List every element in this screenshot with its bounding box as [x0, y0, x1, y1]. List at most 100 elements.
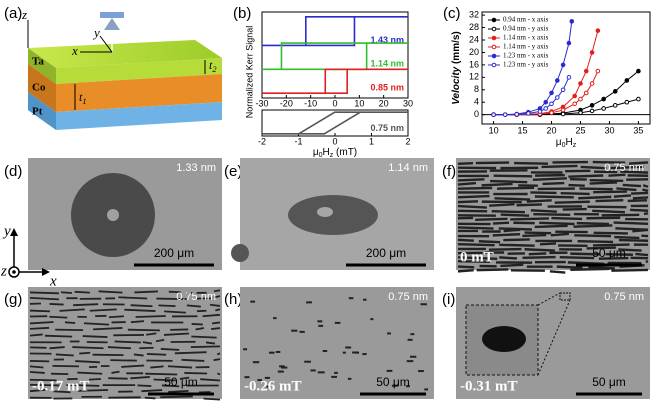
stripe — [570, 252, 601, 256]
stripe — [593, 190, 627, 194]
stripe — [524, 248, 555, 252]
series-label: 0.85 nm — [370, 83, 404, 93]
stripe — [514, 161, 548, 165]
bubble — [322, 350, 328, 353]
stripe — [191, 335, 217, 339]
hysteresis-loop — [262, 15, 408, 47]
stripe — [613, 194, 631, 198]
marker — [624, 78, 630, 83]
stripe — [489, 203, 515, 207]
stripe — [29, 326, 50, 330]
stripe — [164, 332, 190, 336]
x-tick-label: 30 — [403, 98, 413, 108]
stripe — [559, 255, 595, 260]
bubble — [370, 318, 374, 321]
series-label: 1.14 nm — [370, 59, 404, 69]
stripe — [213, 289, 221, 293]
stripe — [200, 378, 221, 382]
stripe — [137, 384, 152, 387]
stripe — [53, 390, 71, 394]
stripe — [127, 328, 160, 332]
thickness-label: 0.75 nm — [388, 291, 428, 303]
stripe — [457, 238, 474, 242]
edge-domain — [231, 244, 249, 262]
axis-label: y — [92, 25, 100, 40]
pt-front — [56, 102, 222, 130]
legend-label: 0.94 nm - x axis — [503, 16, 549, 24]
marker — [572, 101, 577, 107]
coord-label: y — [2, 223, 11, 239]
bubble — [420, 303, 427, 306]
stripe — [457, 162, 474, 166]
stripe — [534, 224, 568, 229]
bubble — [317, 371, 325, 374]
stripe — [72, 346, 104, 350]
velocity-line — [493, 77, 570, 116]
stripe — [49, 315, 68, 319]
stripe — [167, 365, 193, 369]
hysteresis-loop — [262, 68, 408, 95]
stripe — [210, 327, 221, 331]
stripe — [618, 248, 642, 252]
bubble — [348, 297, 354, 300]
stripe — [49, 303, 64, 306]
micrograph — [456, 287, 650, 399]
stripe — [578, 195, 612, 200]
coord-label: z — [0, 263, 7, 279]
stripe — [627, 199, 647, 203]
marker — [566, 40, 572, 46]
thickness-label: 1.33 nm — [176, 162, 216, 174]
scale-label: 50 μm — [592, 246, 626, 260]
stripe — [150, 365, 164, 369]
stripe — [491, 209, 525, 214]
x-tick-label: 25 — [575, 125, 585, 135]
bubble — [277, 370, 284, 373]
bubble — [391, 384, 399, 387]
stripe — [59, 308, 85, 312]
thickness-label: t1 — [79, 90, 87, 107]
bubble — [243, 348, 248, 351]
stripe — [541, 164, 578, 169]
text-part: (mT) — [333, 147, 357, 158]
stripe — [592, 209, 625, 214]
bubble — [275, 350, 281, 353]
stripe — [532, 177, 567, 181]
stripe — [494, 197, 531, 201]
bubble — [342, 351, 346, 354]
stripe — [500, 263, 524, 268]
scale-label: 200 μm — [154, 246, 194, 260]
marker — [589, 81, 595, 86]
stripe — [589, 181, 618, 185]
thickness-label: 1.14 nm — [388, 162, 428, 174]
stripe — [586, 246, 616, 250]
text-part: H — [565, 137, 572, 148]
stripe — [64, 321, 76, 324]
stripe — [29, 371, 45, 374]
stripe — [457, 194, 490, 199]
stripe — [77, 371, 103, 375]
stripe — [217, 372, 221, 376]
stripe — [135, 315, 166, 318]
stripe — [580, 165, 607, 170]
stripe — [168, 389, 189, 393]
y-tick-label: 32 — [469, 9, 479, 19]
x-tick-label: 20 — [547, 125, 557, 135]
stripe — [216, 352, 221, 356]
bubble — [299, 330, 305, 333]
marker — [589, 108, 595, 114]
stripe — [74, 290, 90, 294]
y-tick-label: 12 — [469, 72, 479, 82]
zoom-box — [559, 292, 571, 301]
series-label: 1.43 nm — [370, 35, 404, 45]
marker — [636, 96, 641, 102]
stripe — [110, 359, 137, 362]
text-part: 0 — [319, 152, 323, 159]
bubble — [281, 366, 288, 369]
stripe — [613, 221, 649, 225]
thickness-label: t2 — [209, 58, 217, 75]
series-label: 0.75 nm — [370, 123, 404, 133]
stripe — [29, 321, 54, 325]
marker — [624, 99, 630, 105]
micrograph — [28, 158, 222, 270]
marker — [595, 68, 601, 74]
